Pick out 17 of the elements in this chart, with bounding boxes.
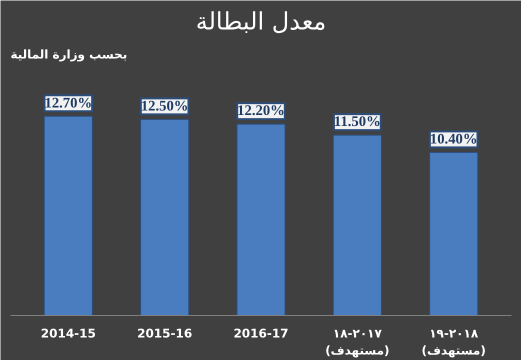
chart-subtitle: بحسب وزارة المالية <box>10 48 128 62</box>
x-tick-label: ٢٠١٧-١٨ (مستهدف) <box>325 326 390 358</box>
bar <box>140 118 190 316</box>
data-label: 10.40% <box>430 131 478 148</box>
x-tick-label: 2016-17 <box>233 326 289 340</box>
bar <box>44 116 93 316</box>
x-tick-label: 2014-15 <box>40 326 96 340</box>
bar <box>429 152 478 316</box>
data-label: 12.50% <box>140 98 188 114</box>
data-label: 12.20% <box>237 103 285 120</box>
data-label: 12.70% <box>44 95 92 112</box>
data-label: 11.50% <box>334 114 381 130</box>
bar <box>332 134 382 316</box>
chart-title: معدل البطالة <box>196 8 326 36</box>
x-tick-label: 2015-16 <box>137 326 192 340</box>
x-tick-label: ٢٠١٨-١٩ (مستهدف) <box>422 326 486 358</box>
bar <box>236 124 286 316</box>
